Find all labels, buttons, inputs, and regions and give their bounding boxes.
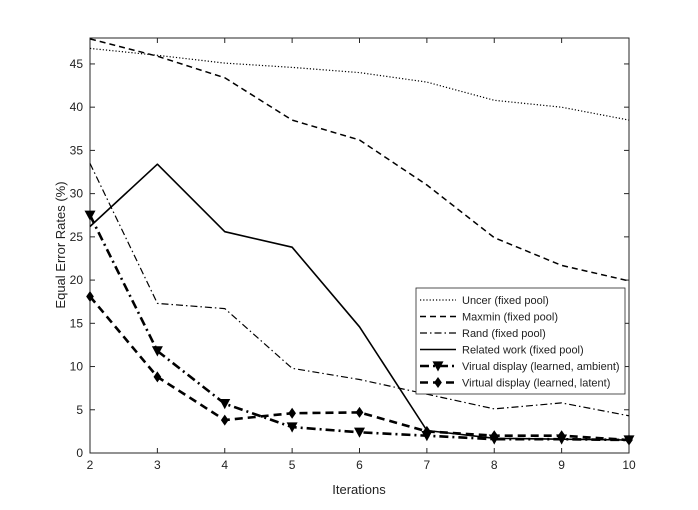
series-5-point (84, 210, 96, 221)
x-tick-label: 7 (424, 458, 431, 472)
legend-label: Maxmin (fixed pool) (462, 312, 558, 324)
series-6-point (220, 414, 229, 426)
legend-marker (434, 377, 442, 388)
series-6-point (557, 430, 566, 442)
series-6-point (490, 430, 499, 442)
series-5-point (354, 427, 365, 438)
x-tick-label: 9 (558, 458, 565, 472)
x-tick-label: 4 (221, 458, 228, 472)
legend-label: Uncer (fixed pool) (462, 295, 549, 307)
legend-label: Related work (fixed pool) (462, 345, 584, 357)
series-6-point (625, 434, 633, 446)
y-tick-label: 35 (70, 143, 84, 157)
series-6-point (288, 407, 296, 419)
series-line-2 (89, 38, 630, 282)
legend-marker (432, 361, 444, 372)
series-5-point (219, 399, 231, 410)
series-markers (84, 210, 635, 446)
y-tick-label: 0 (76, 446, 83, 460)
y-tick-label: 20 (70, 273, 84, 287)
legend-label: Rand (fixed pool) (462, 328, 546, 340)
x-axis-label: Iterations (332, 482, 386, 497)
series-6-point (86, 291, 94, 303)
legend-box (415, 287, 626, 395)
legend-label: Virual display (learned, ambient) (462, 361, 620, 373)
legend: Uncer (fixed pool) Maxmin (fixed pool) Ran… (415, 287, 626, 395)
x-tick-label: 6 (356, 458, 363, 472)
series-lines (88, 38, 630, 442)
legend-label: Virtual display (learned, latent) (462, 378, 610, 390)
series-line-3 (89, 163, 630, 417)
series-5-point (151, 346, 163, 357)
x-tick-label: 8 (491, 458, 498, 472)
series-line-1 (89, 47, 630, 121)
series-line-6 (89, 295, 630, 442)
y-tick-label: 15 (70, 316, 84, 330)
x-tick-label: 2 (87, 458, 94, 472)
y-tick-label: 5 (76, 403, 83, 417)
x-tick-label: 10 (622, 458, 636, 472)
y-axis: 0 5 10 15 20 25 30 35 40 45 (70, 57, 629, 460)
series-6-point (355, 406, 364, 418)
y-tick-label: 45 (70, 57, 84, 71)
series-line-5 (88, 214, 630, 442)
x-tick-label: 5 (289, 458, 296, 472)
y-tick-label: 30 (70, 187, 84, 201)
y-tick-label: 10 (70, 360, 84, 374)
y-tick-label: 25 (70, 230, 84, 244)
x-axis: 2 3 4 5 6 7 8 9 10 (87, 38, 636, 472)
y-axis-label: Equal Error Rates (%) (53, 181, 68, 308)
series-5-point (286, 422, 298, 433)
series-6-point (423, 425, 431, 437)
y-tick-label: 40 (70, 100, 84, 114)
series-6-point (153, 371, 162, 383)
x-tick-label: 3 (154, 458, 161, 472)
